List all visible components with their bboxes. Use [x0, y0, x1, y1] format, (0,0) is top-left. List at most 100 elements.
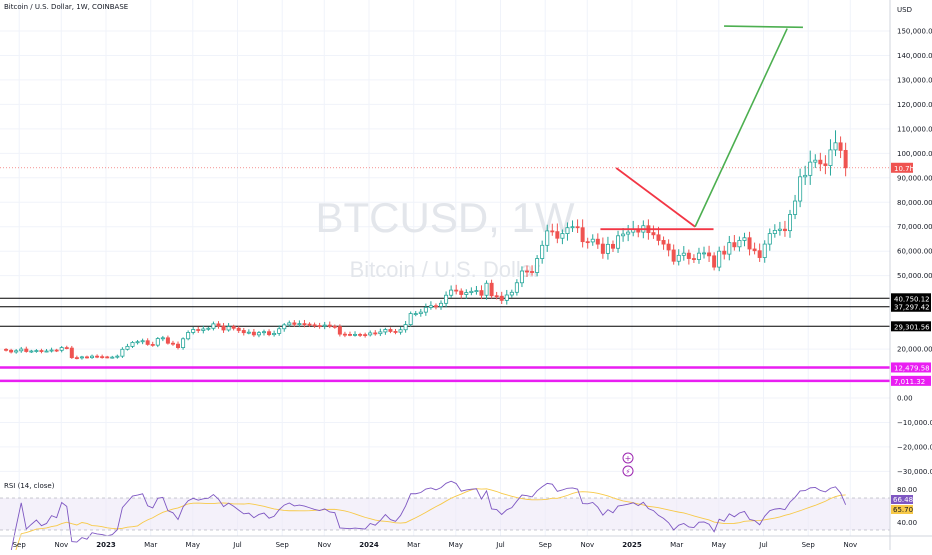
- candle-body: [469, 290, 474, 293]
- candle-body: [691, 258, 696, 260]
- candle-body: [464, 292, 469, 295]
- current-price-tag[interactable]: [891, 162, 913, 173]
- candle-body: [560, 233, 565, 239]
- time-tick-label: May: [712, 541, 726, 549]
- candle-body: [423, 307, 428, 313]
- candle-body: [798, 176, 803, 202]
- currency-label: USD: [897, 6, 912, 14]
- candle-body: [150, 344, 155, 346]
- candle-body: [823, 163, 828, 166]
- candle-body: [59, 347, 64, 351]
- candle-body: [100, 356, 105, 359]
- candle-body: [327, 324, 332, 327]
- candle-body: [459, 290, 464, 295]
- event-icons[interactable]: + ⚡: [622, 452, 634, 477]
- time-tick-label: Nov: [317, 541, 331, 549]
- candle-body: [757, 250, 762, 258]
- projection-rise-line[interactable]: [694, 28, 788, 228]
- candle-body: [292, 322, 297, 325]
- candle-body: [712, 255, 717, 268]
- candle-body: [621, 233, 626, 237]
- candle-body: [110, 356, 115, 359]
- rsi-line: [10, 480, 847, 552]
- drawings[interactable]: [600, 25, 803, 231]
- candle-body: [525, 270, 530, 273]
- price-level-tag[interactable]: [891, 301, 931, 312]
- price-level-label: 40,750.12: [894, 295, 930, 303]
- rsi-tick-label: 40.00: [897, 519, 917, 527]
- candle-body: [115, 355, 120, 358]
- candle-body: [302, 323, 307, 326]
- current-price-tag-text: 10.7h: [894, 165, 914, 173]
- candle-body: [262, 331, 267, 334]
- candle-body: [347, 333, 352, 336]
- rsi-band: [0, 498, 890, 530]
- rsi-pane[interactable]: 66.48 65.70 80.00 40.00: [0, 480, 917, 555]
- candle-body: [747, 237, 752, 250]
- candle-body: [388, 329, 393, 332]
- candle-body: [707, 252, 712, 257]
- candle-body: [550, 230, 555, 233]
- candle-body: [181, 338, 186, 348]
- candle-body: [206, 327, 211, 330]
- candle-body: [125, 345, 130, 350]
- price-tick-label: 90,000.00: [897, 174, 932, 182]
- candle-body: [499, 295, 504, 301]
- candle-body: [312, 324, 317, 327]
- price-axis[interactable]: USD 150,000.00 140,000.00 130,000.00 120,000…: [889, 0, 932, 550]
- candle-body: [342, 333, 347, 336]
- candle-body: [818, 159, 823, 165]
- candle-body: [439, 302, 444, 307]
- candle-body: [580, 227, 585, 243]
- price-level-tag[interactable]: [891, 362, 931, 373]
- candle-body: [196, 329, 201, 331]
- rsi-ma-tag[interactable]: [891, 505, 913, 514]
- candle-body: [737, 240, 742, 248]
- candle-body: [651, 232, 656, 236]
- candle-body: [297, 323, 302, 326]
- lightning-icon[interactable]: [622, 465, 634, 477]
- price-level-label: 7,011.32: [894, 378, 925, 386]
- candle-body: [363, 334, 368, 337]
- candle-body: [90, 355, 95, 359]
- lightning-icon-glyph: ⚡: [626, 468, 631, 476]
- candle-body: [616, 235, 621, 249]
- candle-body: [176, 343, 181, 348]
- target-level-line[interactable]: [724, 25, 803, 29]
- price-level-label: 37,297.42: [894, 304, 930, 312]
- symbol-title[interactable]: Bitcoin / U.S. Dollar, 1W, COINBASE: [4, 3, 129, 11]
- time-tick-label: 2025: [622, 541, 642, 549]
- candle-body: [767, 233, 772, 245]
- candle-body: [484, 282, 489, 296]
- grid: [0, 0, 890, 536]
- rsi-value-tag[interactable]: [891, 495, 913, 504]
- candle-body: [277, 328, 282, 334]
- rsi-label[interactable]: RSI (14, close): [4, 482, 55, 490]
- candle-body: [793, 200, 798, 215]
- price-tick-label: 100,000.00: [897, 150, 932, 158]
- price-tick-label: 120,000.00: [897, 101, 932, 109]
- time-axis[interactable]: Sep Nov 2023 Mar May Jul Sep Nov 2024 Mar May Jul Se…: [0, 535, 932, 549]
- candle-body: [418, 311, 423, 314]
- candle-body: [585, 241, 590, 244]
- price-tick-label: −20,000.00: [897, 443, 932, 451]
- rsi-value-text: 66.48: [893, 496, 913, 504]
- price-tick-label: 20,000.00: [897, 346, 932, 354]
- candle-body: [4, 348, 9, 351]
- candle-body: [590, 238, 595, 243]
- candle-body: [509, 291, 514, 296]
- price-level-tag[interactable]: [891, 293, 931, 304]
- candle-body: [267, 331, 272, 336]
- time-tick-label: Mar: [407, 541, 420, 549]
- candle-body: [120, 348, 125, 357]
- candle-body: [808, 161, 813, 176]
- time-tick-label: Nov: [843, 541, 857, 549]
- rsi-tick-label: 80.00: [897, 486, 917, 494]
- projection-drop-line[interactable]: [615, 167, 696, 228]
- plus-event-icon[interactable]: [622, 452, 634, 464]
- price-level-tag[interactable]: [891, 375, 931, 386]
- price-level-tag[interactable]: [891, 321, 931, 332]
- candle-body: [519, 270, 524, 284]
